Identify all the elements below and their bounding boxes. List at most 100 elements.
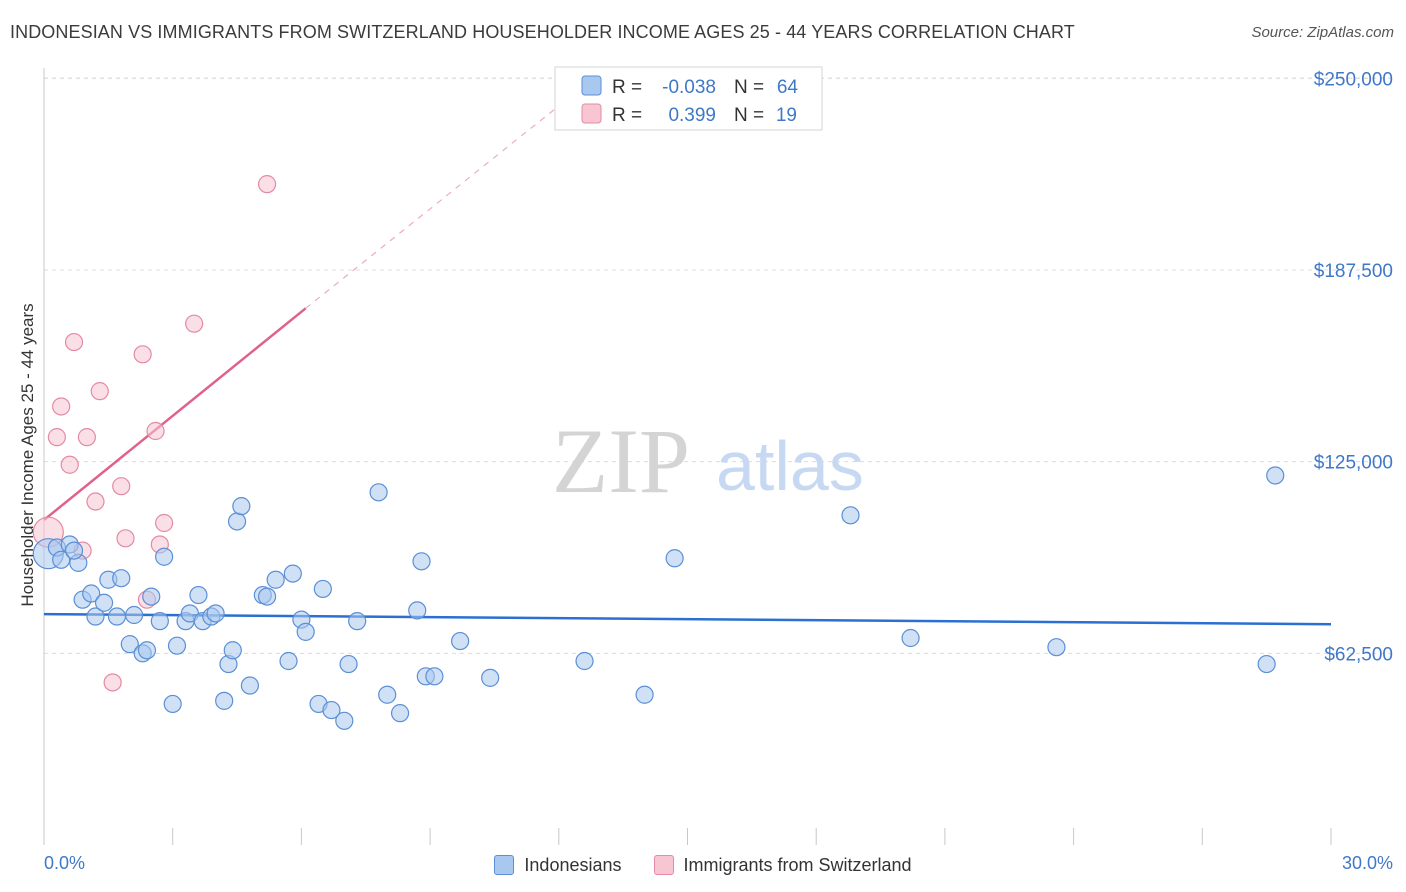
- trend-line-switzerland: [43, 307, 307, 521]
- data-point-indonesians: [348, 612, 367, 631]
- legend-item-indonesians[interactable]: Indonesians: [494, 854, 622, 876]
- correlation-legend: R = -0.038 N = 64 R = 0.399 N = 19: [554, 66, 823, 131]
- data-point-indonesians: [425, 667, 444, 686]
- trend-line-indonesians: [43, 612, 1332, 626]
- data-point-indonesians: [137, 641, 157, 660]
- y-axis-label: Householder Income Ages 25 - 44 years: [18, 303, 37, 606]
- data-point-switzerland: [52, 397, 71, 416]
- legend-swatch-switzerland: [581, 103, 602, 124]
- legend-item-switzerland[interactable]: Immigrants from Switzerland: [653, 854, 912, 876]
- chart-title: INDONESIAN VS IMMIGRANTS FROM SWITZERLAN…: [10, 22, 1075, 42]
- trend-lines: [43, 105, 1332, 626]
- x-tick-label: 0.0%: [44, 853, 85, 873]
- data-point-switzerland: [64, 332, 84, 352]
- data-point-indonesians: [64, 541, 84, 560]
- data-point-indonesians: [86, 607, 105, 626]
- trend-extension-switzerland: [305, 105, 560, 309]
- legend-r-label: R =: [612, 77, 642, 98]
- data-point-indonesians: [94, 593, 114, 612]
- data-point-indonesians: [167, 636, 187, 655]
- data-point-indonesians: [279, 651, 298, 671]
- watermark-zip: ZIP: [552, 410, 690, 512]
- legend-n-label: N =: [734, 77, 764, 98]
- y-tick-label: $62,500: [1324, 644, 1393, 665]
- data-point-switzerland: [86, 492, 105, 511]
- data-point-indonesians: [223, 641, 242, 660]
- y-tick-labels: $62,500 $125,000 $187,500 $250,000: [1314, 69, 1393, 665]
- data-point-indonesians: [155, 547, 174, 566]
- data-point-indonesians: [369, 483, 388, 502]
- x-tick-label: 30.0%: [1342, 853, 1393, 873]
- legend-r-value: 0.399: [668, 105, 716, 126]
- legend-label-switzerland: Immigrants from Switzerland: [683, 854, 912, 875]
- data-point-indonesians: [142, 587, 161, 606]
- data-point-indonesians: [390, 704, 410, 723]
- legend-swatch-indonesians: [581, 75, 602, 96]
- data-point-switzerland: [112, 477, 131, 496]
- data-point-indonesians: [335, 711, 354, 730]
- legend-n-value: 19: [776, 105, 797, 126]
- data-point-indonesians: [296, 622, 315, 641]
- axes: [43, 68, 1332, 845]
- data-point-indonesians: [481, 668, 500, 687]
- data-point-switzerland: [103, 673, 122, 692]
- data-point-indonesians: [1047, 638, 1066, 657]
- data-point-indonesians: [408, 601, 427, 620]
- data-point-indonesians: [227, 512, 247, 531]
- legend-swatch-switzerland: [653, 855, 674, 875]
- legend-r-value: -0.038: [662, 77, 716, 98]
- data-point-switzerland: [155, 513, 174, 533]
- data-point-indonesians: [451, 631, 470, 651]
- series-legend: Indonesians Immigrants from Switzerland: [0, 852, 1406, 878]
- data-point-indonesians: [1266, 466, 1285, 485]
- legend-swatch-indonesians: [494, 855, 515, 875]
- data-point-indonesians: [283, 564, 302, 583]
- data-point-indonesians: [665, 549, 684, 568]
- data-point-switzerland: [146, 421, 165, 441]
- data-point-indonesians: [378, 685, 397, 704]
- y-tick-label: $250,000: [1314, 69, 1393, 90]
- data-point-indonesians: [52, 550, 71, 569]
- data-point-switzerland: [185, 314, 204, 333]
- data-point-indonesians: [107, 607, 127, 626]
- legend-n-value: 64: [777, 77, 799, 98]
- data-point-indonesians: [257, 587, 277, 606]
- data-point-indonesians: [339, 654, 358, 674]
- data-point-indonesians: [112, 569, 131, 588]
- data-point-indonesians: [901, 628, 920, 648]
- data-point-indonesians: [189, 585, 208, 605]
- source-label: Source: ZipAtlas.com: [1251, 24, 1394, 41]
- data-point-indonesians: [206, 604, 225, 623]
- data-point-switzerland: [47, 428, 66, 447]
- data-point-switzerland: [257, 175, 277, 194]
- data-point-indonesians: [1257, 654, 1276, 674]
- data-point-switzerland: [133, 345, 152, 364]
- data-point-indonesians: [232, 497, 251, 516]
- legend-n-label: N =: [734, 105, 764, 126]
- data-point-indonesians: [313, 579, 332, 599]
- data-point-indonesians: [163, 694, 182, 714]
- data-point-indonesians: [635, 685, 654, 704]
- watermark: ZIP atlas: [552, 410, 864, 512]
- data-point-indonesians: [150, 612, 169, 631]
- legend-r-label: R =: [612, 105, 642, 126]
- data-point-switzerland: [77, 428, 97, 447]
- data-point-indonesians: [215, 691, 234, 710]
- data-point-indonesians: [266, 570, 285, 589]
- data-point-indonesians: [412, 552, 431, 571]
- data-point-indonesians: [120, 635, 139, 654]
- data-point-switzerland: [90, 382, 109, 401]
- data-point-switzerland: [116, 529, 135, 548]
- data-point-indonesians: [841, 506, 860, 525]
- y-tick-label: $125,000: [1314, 453, 1393, 474]
- data-point-indonesians: [124, 605, 144, 625]
- data-point-indonesians: [240, 676, 260, 695]
- x-tick-labels: 0.0% 30.0%: [44, 853, 1393, 873]
- gridlines: [44, 77, 1394, 654]
- data-point-indonesians: [322, 700, 341, 720]
- data-point-indonesians: [82, 584, 101, 603]
- watermark-atlas: atlas: [716, 427, 864, 505]
- data-point-indonesians: [575, 651, 594, 671]
- legend-label-indonesians: Indonesians: [524, 854, 622, 875]
